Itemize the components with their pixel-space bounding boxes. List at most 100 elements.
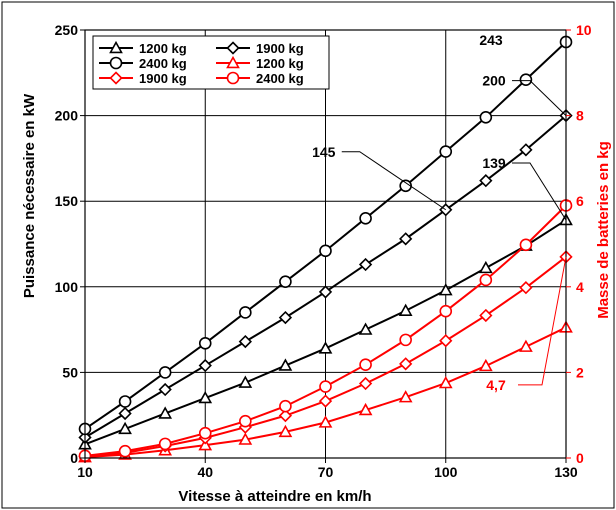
data-point [318,341,333,354]
series-group [78,108,573,445]
y2-tick-label: 6 [576,193,584,209]
data-point [158,406,173,419]
legend-marker [226,71,240,85]
data-point [359,212,372,225]
y2-tick-label: 4 [576,279,584,295]
legend-marker [226,55,240,69]
data-point [239,414,252,428]
data-point [479,273,493,287]
data-point [358,257,373,272]
data-point [118,395,132,408]
data-point [439,304,453,318]
data-point [399,179,412,193]
legend-marker [109,71,123,85]
data-point [279,399,292,413]
series-group [78,35,573,436]
data-point [238,334,252,349]
data-point [398,303,413,316]
data-point [478,358,493,372]
data-point [118,406,132,421]
data-point [358,376,373,391]
data-point [238,432,253,445]
data-point [519,238,533,252]
y2-axis-label: Masse de batteries en kg [595,141,612,319]
legend-label: 1900 kg [139,71,187,86]
data-point [238,375,253,388]
data-point [438,283,453,296]
x-tick-label: 100 [434,464,458,480]
legend-label: 2400 kg [139,56,187,71]
data-point [479,111,493,124]
data-point [399,357,413,371]
annotation-leader [518,256,567,386]
x-tick-label: 130 [554,464,578,480]
data-point [118,444,132,458]
data-point [158,437,172,451]
data-point [278,408,293,423]
x-tick-label: 40 [197,464,213,480]
data-point [439,334,453,348]
legend-marker [109,56,123,70]
annotation-label: 4,7 [486,377,506,393]
data-point [519,143,533,157]
data-point [198,426,212,440]
data-point [158,366,172,379]
legend-label: 1900 kg [256,41,304,56]
data-point [198,438,213,451]
legend-marker [226,41,240,55]
data-point [278,310,293,325]
y-tick-label: 0 [70,450,78,466]
y2-tick-label: 8 [576,108,584,124]
annotation-leader [341,151,447,211]
y-tick-label: 200 [55,108,79,124]
data-point [278,424,293,438]
data-point [318,415,333,428]
annotation-label: 145 [312,144,336,160]
data-point [358,402,373,416]
data-point [318,394,333,408]
y2-tick-label: 10 [576,22,592,38]
data-point [239,306,252,319]
data-point [479,174,493,188]
data-point [318,285,333,299]
y-tick-label: 150 [55,193,79,209]
legend-label: 1200 kg [256,56,304,71]
y2-tick-label: 0 [576,450,584,466]
y-axis-label: Puissance nécessaire en kW [21,93,38,298]
legend-label: 1200 kg [139,41,187,56]
legend-label: 2400 kg [256,71,304,86]
annotation-leader [512,162,567,221]
data-point [118,421,132,435]
data-point [279,275,292,288]
y-tick-label: 100 [55,279,79,295]
data-point [198,358,212,373]
data-point [398,390,413,403]
y-tick-label: 250 [55,22,79,38]
annotation-label: 200 [482,73,506,89]
data-point [319,380,332,393]
x-tick-label: 10 [77,464,93,480]
data-point [399,232,413,246]
data-point [198,336,212,350]
legend-marker [109,40,123,54]
data-point [278,358,293,371]
data-point [359,358,372,371]
data-point [439,145,453,158]
annotations: 243 200 145 139 4,7 [312,32,567,393]
y2-tick-label: 2 [576,364,584,380]
data-point [198,390,213,404]
data-point [158,382,172,397]
data-point [358,322,373,335]
annotation-label: 139 [482,155,506,171]
annotation-label: 243 [479,32,503,48]
y-tick-label: 50 [62,364,78,380]
data-point [519,281,533,295]
x-axis-label: Vitesse à atteindre en km/h [178,488,371,505]
data-point [399,333,412,347]
data-point [479,308,493,323]
annotation-leader [512,80,567,116]
data-point [319,244,332,258]
